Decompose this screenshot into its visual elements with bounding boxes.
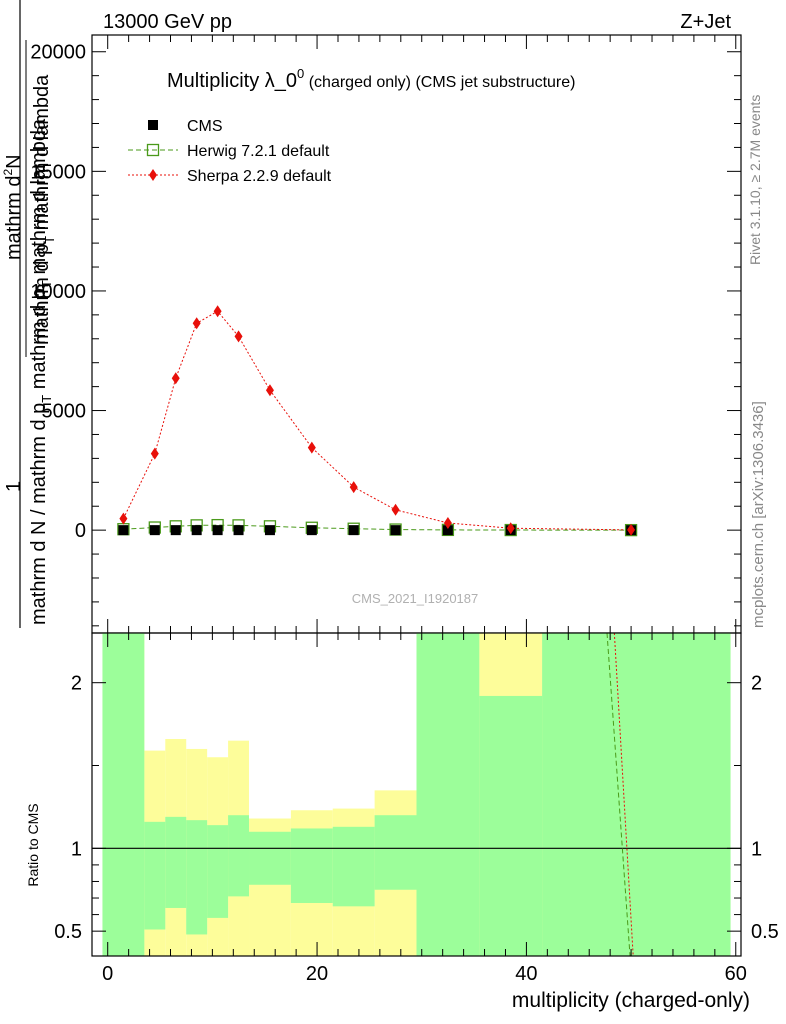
data-point-cms [390, 525, 401, 536]
x-tick-label: 60 [725, 963, 747, 985]
data-point-sherpa [150, 447, 159, 460]
data-point-sherpa [171, 372, 180, 385]
data-point-sherpa [234, 330, 243, 343]
x-tick-label: 0 [102, 963, 113, 985]
legend-label-sherpa: Sherpa 2.2.9 default [187, 168, 332, 185]
x-axis-label: multiplicity (charged-only) [512, 989, 750, 1012]
ratio-green-band [249, 831, 291, 885]
data-point-cms [233, 525, 244, 536]
data-point-sherpa [391, 503, 400, 516]
ylabel-one: 1 [3, 481, 25, 492]
ratio-y-tick-label-right: 1 [751, 838, 762, 860]
series-line-sherpa [122, 310, 632, 531]
ratio-ylabel: Ratio to CMS [25, 803, 41, 886]
data-point-cms [212, 525, 223, 536]
x-tick-label: 40 [515, 963, 537, 985]
rivet-label: Rivet 3.1.10, ≥ 2.7M events [747, 95, 763, 265]
ratio-plot: 0 20 40 600.5 0.51 12 2 [54, 632, 779, 985]
y-tick-label: 0 [75, 520, 86, 542]
data-point-sherpa [627, 523, 636, 536]
data-point-cms [348, 525, 359, 536]
analysis-watermark: CMS_2021_I1920187 [352, 591, 479, 606]
ratio-y-tick-label: 1 [71, 838, 82, 860]
data-point-cms [149, 525, 160, 536]
ratio-y-tick-label-right: 2 [751, 673, 762, 695]
ratio-frame [91, 632, 742, 957]
mcplots-label: mcplots.cern.ch [arXiv:1306.3436] [750, 401, 767, 628]
ylabel-numerator: mathrm d2N [1, 154, 25, 260]
ylabel-numerator-denominator: mathrm d pT mathrm d lambda [31, 74, 57, 345]
ratio-green-band [228, 815, 250, 897]
y-tick-label: 20000 [30, 42, 86, 64]
ratio-green-band [542, 633, 731, 956]
ratio-green-band [374, 815, 417, 890]
ratio-line-herwig [606, 632, 631, 957]
ratio-green-band [207, 825, 229, 918]
ratio-y-tick-label: 0.5 [54, 921, 82, 943]
legend-label-cms: CMS [187, 118, 223, 135]
data-point-sherpa [443, 516, 452, 529]
data-point-cms [170, 525, 181, 536]
data-point-cms [118, 525, 129, 536]
data-point-cms [442, 525, 453, 536]
data-point-cms [306, 525, 317, 536]
data-point-sherpa [349, 481, 358, 494]
ratio-green-band [165, 816, 187, 908]
main-title: Multiplicity λ_00 (charged only) (CMS je… [167, 66, 575, 92]
data-point-sherpa [213, 305, 222, 318]
ratio-green-band [102, 633, 145, 956]
ratio-y-tick-label: 2 [71, 673, 82, 695]
data-point-sherpa [192, 317, 201, 330]
ratio-green-band [186, 820, 208, 935]
x-tick-label: 20 [306, 963, 328, 985]
data-point-cms [264, 525, 275, 536]
main-ylabel: mathrm d2N mathrm d pT mathrm d lambda 1… [1, 0, 57, 628]
ylabel-denominator: mathrm d N / mathrm d pT mathrm d pT mat… [28, 118, 54, 625]
ratio-green-band [479, 695, 543, 956]
ratio-green-band [144, 821, 166, 930]
header-right: Z+Jet [680, 11, 731, 33]
y-tick-label: 5000 [42, 401, 87, 423]
legend-marker-herwig [146, 143, 160, 157]
legend-label-herwig: Herwig 7.2.1 default [187, 143, 330, 160]
legend: CMS Herwig 7.2.1 default Sherpa 2.2.9 defa… [128, 118, 332, 185]
legend-marker-cms [148, 120, 158, 130]
main-plot: 0 5000 10000 15000 20000 [30, 34, 742, 634]
ratio-green-band [290, 828, 333, 903]
y-tick-label: 10000 [30, 281, 86, 303]
data-point-sherpa [265, 384, 274, 397]
ratio-y-tick-label-right: 0.5 [751, 921, 779, 943]
data-point-sherpa [506, 522, 515, 535]
ratio-green-band [332, 826, 375, 907]
data-point-sherpa [307, 441, 316, 454]
data-point-sherpa [119, 512, 128, 525]
y-tick-label: 15000 [30, 161, 86, 183]
header-left: 13000 GeV pp [103, 11, 232, 33]
ratio-line-sherpa [613, 632, 634, 957]
data-point-cms [191, 525, 202, 536]
legend-marker-sherpa [149, 169, 157, 181]
ratio-green-band [416, 633, 480, 956]
